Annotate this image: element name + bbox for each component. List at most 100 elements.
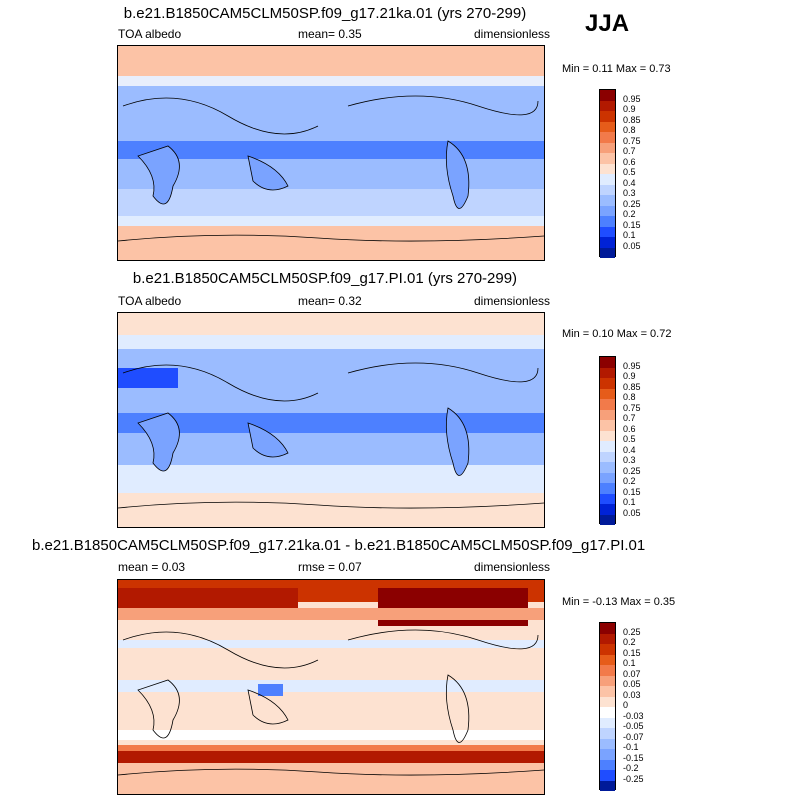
colorbar-segment bbox=[600, 174, 615, 185]
colorbar-tick-label: 0.4 bbox=[623, 444, 636, 455]
colorbar-tick-label: -0.03 bbox=[623, 710, 644, 721]
colorbar-tick-label: 0.95 bbox=[623, 93, 641, 104]
colorbar-tick-label: 0.25 bbox=[623, 465, 641, 476]
panel-2-map-graphic bbox=[118, 313, 544, 527]
colorbar-tick-label: 0.5 bbox=[623, 167, 636, 177]
colorbar-segment bbox=[600, 633, 615, 644]
colorbar-segment bbox=[600, 686, 615, 697]
panel-1-title: b.e21.B1850CAM5CLM50SP.f09_g17.21ka.01 (… bbox=[123, 5, 527, 22]
colorbar-segment bbox=[600, 623, 615, 634]
colorbar-segment bbox=[600, 409, 615, 420]
colorbar-segment bbox=[600, 717, 615, 728]
panel-3-minmax: Min = -0.13 Max = 0.35 bbox=[562, 596, 676, 608]
colorbar-tick-label: 0.1 bbox=[623, 230, 636, 240]
colorbar-tick-label: 0.15 bbox=[623, 219, 641, 230]
colorbar-tick-label: 0.7 bbox=[623, 413, 636, 423]
colorbar-segment bbox=[600, 378, 615, 389]
colorbar-segment bbox=[600, 132, 615, 143]
colorbar-tick-label: 0.7 bbox=[623, 146, 636, 156]
colorbar-tick-label: 0.2 bbox=[623, 209, 636, 219]
colorbar-tick-label: 0.4 bbox=[623, 177, 636, 188]
colorbar-segment bbox=[600, 738, 615, 749]
colorbar-segment bbox=[600, 504, 615, 515]
colorbar-segment bbox=[600, 749, 615, 760]
panel-1-colorbar bbox=[599, 89, 616, 258]
colorbar-segment bbox=[600, 195, 615, 206]
panel-3-map-graphic bbox=[118, 580, 544, 794]
colorbar-segment bbox=[600, 514, 615, 525]
colorbar-segment bbox=[600, 707, 615, 718]
colorbar-tick-label: 0.95 bbox=[623, 360, 641, 371]
colorbar-segment bbox=[600, 665, 615, 676]
colorbar-tick-label: 0.75 bbox=[623, 135, 641, 146]
colorbar-tick-label: 0.9 bbox=[623, 104, 636, 114]
colorbar-segment bbox=[600, 90, 615, 101]
colorbar-tick-label: 0 bbox=[623, 700, 629, 710]
colorbar-tick-label: -0.2 bbox=[623, 763, 639, 773]
panel-1-map bbox=[117, 45, 545, 261]
colorbar-tick-label: 0.03 bbox=[623, 689, 641, 700]
colorbar-segment bbox=[600, 441, 615, 452]
colorbar-segment bbox=[600, 357, 615, 368]
colorbar-segment bbox=[600, 399, 615, 410]
colorbar-tick-label: -0.07 bbox=[623, 731, 644, 742]
colorbar-tick-label: -0.25 bbox=[623, 773, 644, 784]
colorbar-tick-label: 0.2 bbox=[623, 476, 636, 486]
panel-1-minmax: Min = 0.11 Max = 0.73 bbox=[562, 63, 671, 75]
colorbar-segment bbox=[600, 121, 615, 132]
colorbar-tick-label: 0.2 bbox=[623, 637, 636, 647]
colorbar-segment bbox=[600, 153, 615, 164]
season-label: JJA bbox=[585, 10, 630, 37]
panel-3-colorbar bbox=[599, 622, 616, 791]
colorbar-tick-label: 0.3 bbox=[623, 455, 636, 465]
panel-1-units-label: dimensionless bbox=[474, 27, 551, 41]
panel-2-colorbar bbox=[599, 356, 616, 525]
panel-3-left-label: mean = 0.03 bbox=[118, 560, 186, 574]
colorbar-tick-label: 0.8 bbox=[623, 392, 636, 402]
colorbar-segment bbox=[600, 462, 615, 473]
colorbar-tick-label: 0.75 bbox=[623, 402, 641, 413]
colorbar-segment bbox=[600, 493, 615, 504]
panel-2-map bbox=[117, 312, 545, 528]
colorbar-segment bbox=[600, 770, 615, 781]
colorbar-segment bbox=[600, 451, 615, 462]
colorbar-tick-label: 0.5 bbox=[623, 434, 636, 444]
panel-2-minmax: Min = 0.10 Max = 0.72 bbox=[562, 328, 672, 340]
panel-3-map bbox=[117, 579, 545, 795]
colorbar-tick-label: 0.6 bbox=[623, 156, 636, 167]
colorbar-tick-label: 0.25 bbox=[623, 626, 641, 637]
colorbar-tick-label: 0.85 bbox=[623, 114, 641, 125]
panel-2-units-label: dimensionless bbox=[474, 294, 551, 308]
colorbar-tick-label: -0.05 bbox=[623, 721, 644, 731]
colorbar-segment bbox=[600, 759, 615, 770]
colorbar-segment bbox=[600, 163, 615, 174]
colorbar-segment bbox=[600, 247, 615, 258]
colorbar-segment bbox=[600, 111, 615, 122]
panel-2-left-label: TOA albedo bbox=[118, 294, 182, 308]
colorbar-segment bbox=[600, 780, 615, 791]
colorbar-tick-label: 0.15 bbox=[623, 486, 641, 497]
colorbar-segment bbox=[600, 205, 615, 216]
colorbar-tick-label: 0.25 bbox=[623, 198, 641, 209]
colorbar-tick-label: 0.6 bbox=[623, 423, 636, 434]
panel-2-mean-label: mean= 0.32 bbox=[298, 294, 362, 308]
colorbar-segment bbox=[600, 388, 615, 399]
colorbar-segment bbox=[600, 420, 615, 431]
panel-3-units-label: dimensionless bbox=[474, 560, 551, 574]
colorbar-segment bbox=[600, 237, 615, 248]
colorbar-tick-label: -0.1 bbox=[623, 742, 639, 752]
colorbar-tick-label: 0.3 bbox=[623, 188, 636, 198]
colorbar-segment bbox=[600, 472, 615, 483]
colorbar-segment bbox=[600, 100, 615, 111]
colorbar-segment bbox=[600, 483, 615, 494]
panel-2-title: b.e21.B1850CAM5CLM50SP.f09_g17.PI.01 (yr… bbox=[132, 270, 518, 287]
colorbar-segment bbox=[600, 644, 615, 655]
colorbar-segment bbox=[600, 226, 615, 237]
colorbar-tick-label: 0.1 bbox=[623, 497, 636, 507]
colorbar-tick-label: 0.07 bbox=[623, 668, 641, 679]
panel-3-rmse-label: rmse = 0.07 bbox=[298, 560, 362, 574]
colorbar-segment bbox=[600, 216, 615, 227]
colorbar-tick-label: -0.15 bbox=[623, 752, 644, 763]
colorbar-tick-label: 0.1 bbox=[623, 658, 636, 668]
colorbar-tick-label: 0.8 bbox=[623, 125, 636, 135]
